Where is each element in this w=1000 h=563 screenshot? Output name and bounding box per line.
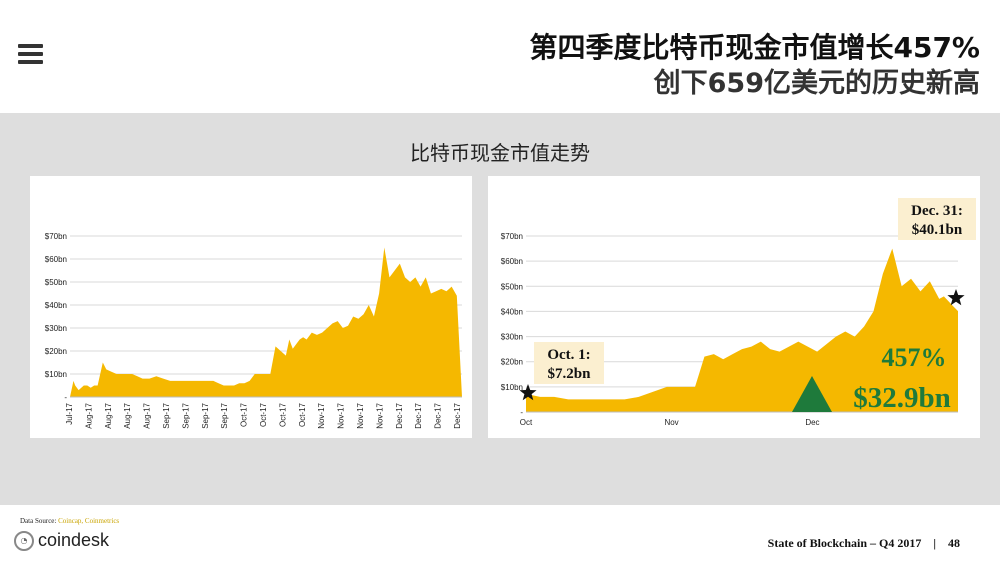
dec-annotation-bg — [898, 198, 976, 240]
market-cap-chart-full: - $10bn $20bn $30bn $40bn $50bn $60bn $70bn Jul-… — [45, 232, 462, 429]
x-tick-label: Aug-17 — [84, 402, 93, 428]
x-tick-label: Nov-17 — [317, 402, 326, 428]
market-cap-area — [70, 247, 462, 397]
x-tick-label: Jul-17 — [65, 402, 74, 424]
market-cap-chart-q4: - $10bn $20bn $30bn $40bn $50bn $60bn $70bn Oct N… — [501, 198, 976, 427]
x-tick-label: Dec — [805, 418, 819, 427]
coindesk-logo: ◔ coindesk — [14, 530, 109, 551]
y-tick-label: $60bn — [45, 255, 67, 264]
y-tick-label: $70bn — [501, 232, 523, 241]
title-line-2: 创下659亿美元的历史新高 — [653, 68, 980, 99]
oct-annotation-line1: Oct. 1: — [547, 347, 590, 363]
x-tick-label: Sep-17 — [162, 402, 171, 428]
x-tick-label: Sep-17 — [220, 402, 229, 428]
x-tick-label: Dec-17 — [434, 402, 443, 428]
x-tick-label: Oct — [520, 418, 533, 427]
growth-triangle-icon — [792, 376, 832, 412]
y-tick-label: $20bn — [45, 347, 67, 356]
dec-annotation-line1: Dec. 31: — [911, 203, 963, 219]
title-line-1: 第四季度比特币现金市值增长457% — [529, 31, 980, 64]
x-tick-label: Dec-17 — [395, 402, 404, 428]
dec-annotation-line2: $40.1bn — [912, 222, 963, 238]
x-tick-label: Dec-17 — [414, 402, 423, 428]
x-tick-label: Sep-17 — [181, 402, 190, 428]
growth-percent: 457% — [882, 343, 947, 372]
growth-amount: $32.9bn — [853, 382, 951, 414]
x-tick-label: Nov-17 — [337, 402, 346, 428]
y-tick-label: $10bn — [45, 370, 67, 379]
x-tick-label: Oct-17 — [240, 402, 249, 427]
oct-annotation: Oct. 1: $7.2bn — [534, 342, 604, 384]
footer-separator: | — [933, 536, 936, 550]
x-tick-label: Oct-17 — [278, 402, 287, 427]
market-cap-area — [526, 248, 958, 412]
x-tick-label: Oct-17 — [259, 402, 268, 427]
report-name: State of Blockchain – Q4 2017 — [767, 536, 922, 550]
y-tick-label: $50bn — [501, 282, 523, 291]
dec-annotation: Dec. 31: $40.1bn — [898, 198, 976, 240]
y-tick-label: $40bn — [501, 307, 523, 316]
x-tick-label: Aug-17 — [104, 402, 113, 428]
y-tick-label: - — [520, 408, 523, 417]
chart-panel-left: - $10bn $20bn $30bn $40bn $50bn $60bn $70bn Jul-… — [30, 176, 472, 438]
y-tick-label: $60bn — [501, 257, 523, 266]
oct-annotation-line2: $7.2bn — [548, 366, 592, 382]
menu-icon[interactable] — [18, 44, 43, 64]
end-star-icon — [947, 289, 965, 306]
x-tick-label: Dec-17 — [453, 402, 462, 428]
page-title: 第四季度比特币现金市值增长457% 创下659亿美元的历史新高 — [529, 30, 980, 102]
x-tick-label: Nov-17 — [375, 402, 384, 428]
y-tick-label: $50bn — [45, 278, 67, 287]
page-footer: State of Blockchain – Q4 2017 | 48 — [768, 536, 960, 551]
source-label: Data Source: — [20, 517, 57, 525]
coindesk-logo-icon: ◔ — [14, 530, 34, 551]
logo-text: coindesk — [38, 530, 110, 550]
x-tick-label: Nov — [664, 418, 678, 427]
oct-annotation-bg — [534, 342, 604, 384]
y-tick-label: $30bn — [45, 324, 67, 333]
x-tick-label: Aug-17 — [123, 402, 132, 428]
y-tick-label: $30bn — [501, 333, 523, 342]
chart-subtitle: 比特币现金市值走势 — [410, 141, 590, 165]
y-tick-label: $70bn — [45, 232, 67, 241]
x-tick-label: Aug-17 — [143, 402, 152, 428]
x-tick-label: Nov-17 — [356, 402, 365, 428]
y-tick-label: $20bn — [501, 358, 523, 367]
start-star-icon — [519, 384, 537, 401]
x-tick-label: Sep-17 — [201, 402, 210, 428]
page-number: 48 — [948, 536, 960, 550]
source-links[interactable]: Coincap, Coinmetrics — [58, 517, 120, 525]
y-tick-label: $10bn — [501, 383, 523, 392]
y-tick-label: - — [64, 393, 67, 402]
x-tick-label: Oct-17 — [298, 402, 307, 427]
data-source: Data Source: Coincap, Coinmetrics — [20, 517, 119, 525]
y-tick-label: $40bn — [45, 301, 67, 310]
chart-panel-right: - $10bn $20bn $30bn $40bn $50bn $60bn $70bn Oct N… — [488, 176, 980, 438]
